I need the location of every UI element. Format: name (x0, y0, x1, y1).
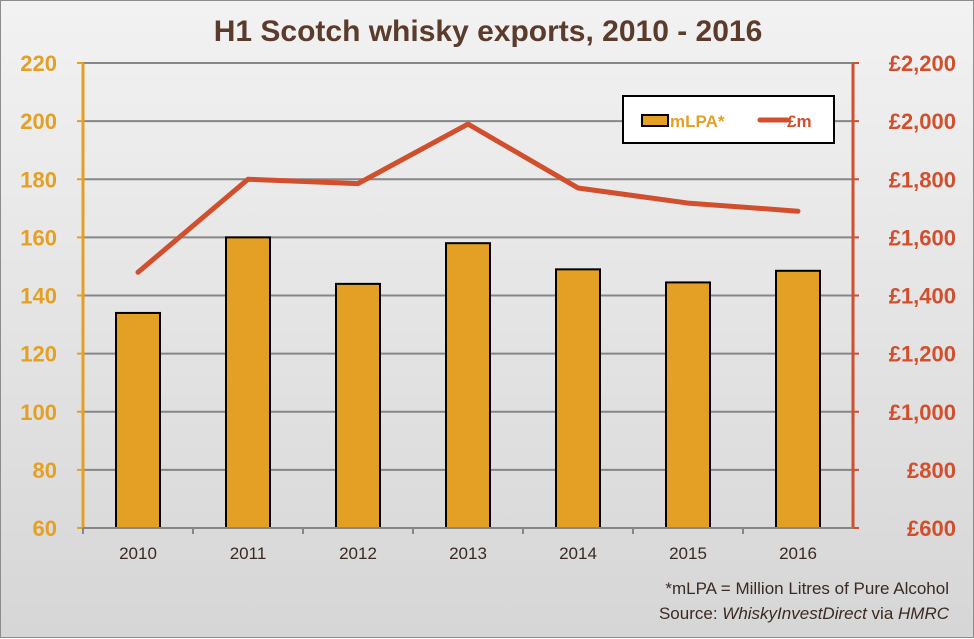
right-tick-label: £1,800 (889, 167, 956, 192)
right-tick-label: £1,400 (889, 284, 956, 309)
legend-label-mlpa: mLPA* (670, 112, 725, 131)
line-series (135, 121, 801, 275)
right-tick-label: £1,600 (889, 225, 956, 250)
line-point-2012 (357, 183, 359, 185)
right-tick-label: £2,000 (889, 109, 956, 134)
right-tick-label: £600 (907, 516, 956, 541)
left-tick-label: 220 (20, 51, 57, 76)
chart-title: H1 Scotch whisky exports, 2010 - 2016 (214, 15, 763, 48)
x-tick-label: 2013 (449, 544, 487, 563)
bar-2013 (445, 242, 491, 529)
x-tick-label: 2015 (669, 544, 707, 563)
left-tick-label: 80 (33, 458, 57, 483)
axes: 60 £600 80 £800 100 £1,000 120 £1,200 140 £1,400 1… (20, 51, 956, 563)
x-tick-label: 2011 (230, 544, 267, 563)
bar-2015 (665, 281, 711, 529)
bar-2010 (115, 311, 161, 529)
legend-label-gbp: £m (787, 112, 812, 131)
left-tick-label: 60 (33, 516, 57, 541)
x-tick-label: 2010 (119, 544, 157, 563)
line-point-2010 (137, 271, 139, 273)
right-tick-label: £2,200 (889, 51, 956, 76)
bar-2011 (225, 236, 271, 529)
left-tick-label: 120 (20, 342, 57, 367)
source-via: via (867, 604, 898, 623)
x-tick-label: 2014 (559, 544, 597, 563)
right-tick-label: £1,200 (889, 342, 956, 367)
footnote: *mLPA = Million Litres of Pure Alcohol (665, 579, 949, 598)
source-name: WhiskyInvestDirect (722, 604, 868, 623)
legend-bar-swatch (641, 114, 669, 127)
right-tick-label: £800 (907, 458, 956, 483)
source-origin: HMRC (898, 604, 950, 623)
bar-series (115, 236, 821, 529)
line-point-2014 (577, 187, 579, 189)
line-point-2016 (797, 210, 799, 212)
left-tick-label: 160 (20, 225, 57, 250)
right-tick-label: £1,000 (889, 400, 956, 425)
legend: mLPA* £m (622, 95, 835, 144)
left-tick-label: 180 (20, 167, 57, 192)
bar-2016 (775, 269, 821, 529)
x-tick-label: 2016 (779, 544, 817, 563)
source-prefix: Source: (659, 604, 722, 623)
line-point-2015 (687, 202, 689, 204)
left-tick-label: 140 (20, 284, 57, 309)
line-point-2013 (467, 123, 469, 125)
x-tick-label: 2012 (339, 544, 377, 563)
left-tick-label: 200 (20, 109, 57, 134)
bar-2012 (335, 282, 381, 529)
left-tick-label: 100 (20, 400, 57, 425)
source-note: Source: WhiskyInvestDirect via HMRC (659, 604, 950, 623)
line-point-2011 (247, 178, 249, 180)
bar-2014 (555, 268, 601, 529)
